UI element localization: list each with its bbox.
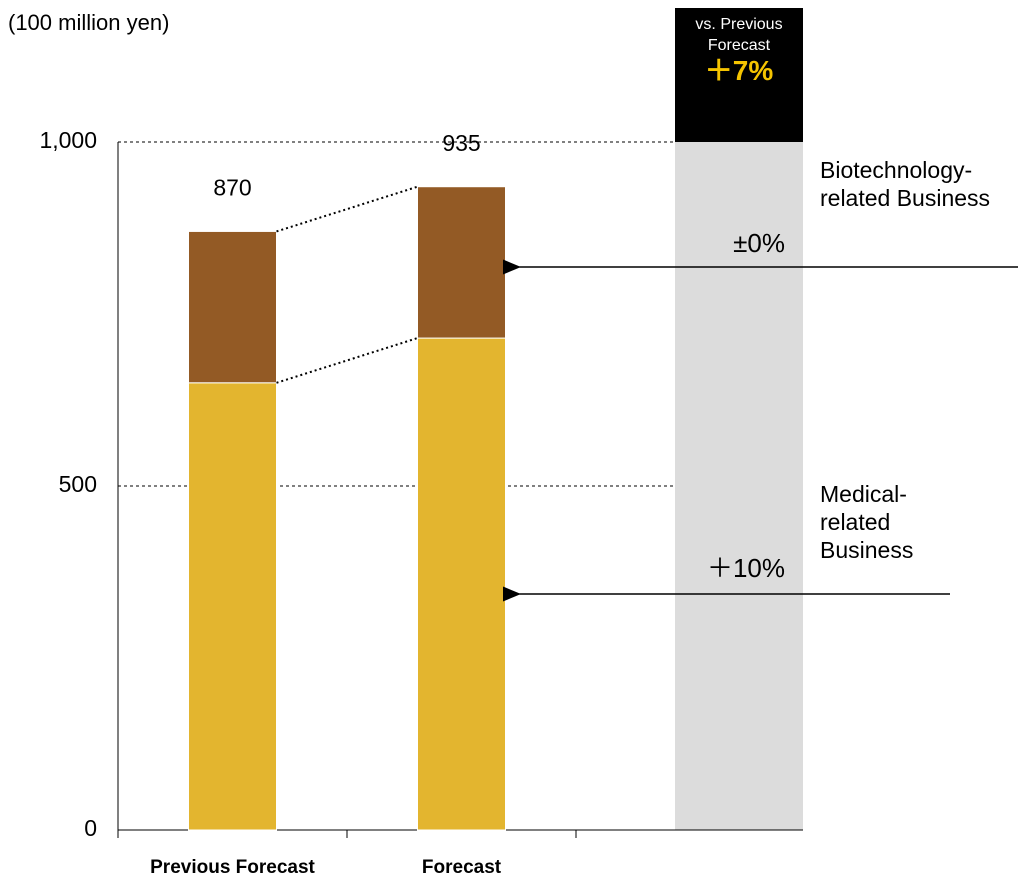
y-tick-label: 0	[84, 815, 97, 841]
x-tick-label: Forecast	[422, 857, 502, 878]
connector	[276, 337, 418, 384]
total-label: 935	[442, 130, 480, 156]
connector	[276, 185, 418, 233]
bar-segment	[188, 230, 277, 384]
annotation: ＋10%	[707, 553, 785, 583]
bar-segment	[417, 337, 506, 831]
legend-biotech: Biotechnology-related Business	[820, 157, 991, 211]
comparison-value: ＋7%	[704, 55, 774, 86]
y-tick-label: 1,000	[39, 127, 97, 153]
total-label: 870	[213, 175, 251, 201]
legend-medical: Medical-related Business	[820, 481, 914, 563]
comparison-header: vs. Previous Forecast ＋7%	[675, 8, 803, 142]
bar-segment	[188, 382, 277, 831]
comparison-column	[675, 142, 803, 830]
bar-segment	[417, 186, 506, 339]
y-tick-label: 500	[59, 471, 97, 497]
y-axis-label: (100 million yen)	[8, 10, 169, 35]
annotation: ±0%	[733, 228, 785, 258]
x-tick-label: Previous Forecast	[150, 857, 315, 878]
comparison-title: vs. Previous Forecast	[695, 16, 783, 54]
